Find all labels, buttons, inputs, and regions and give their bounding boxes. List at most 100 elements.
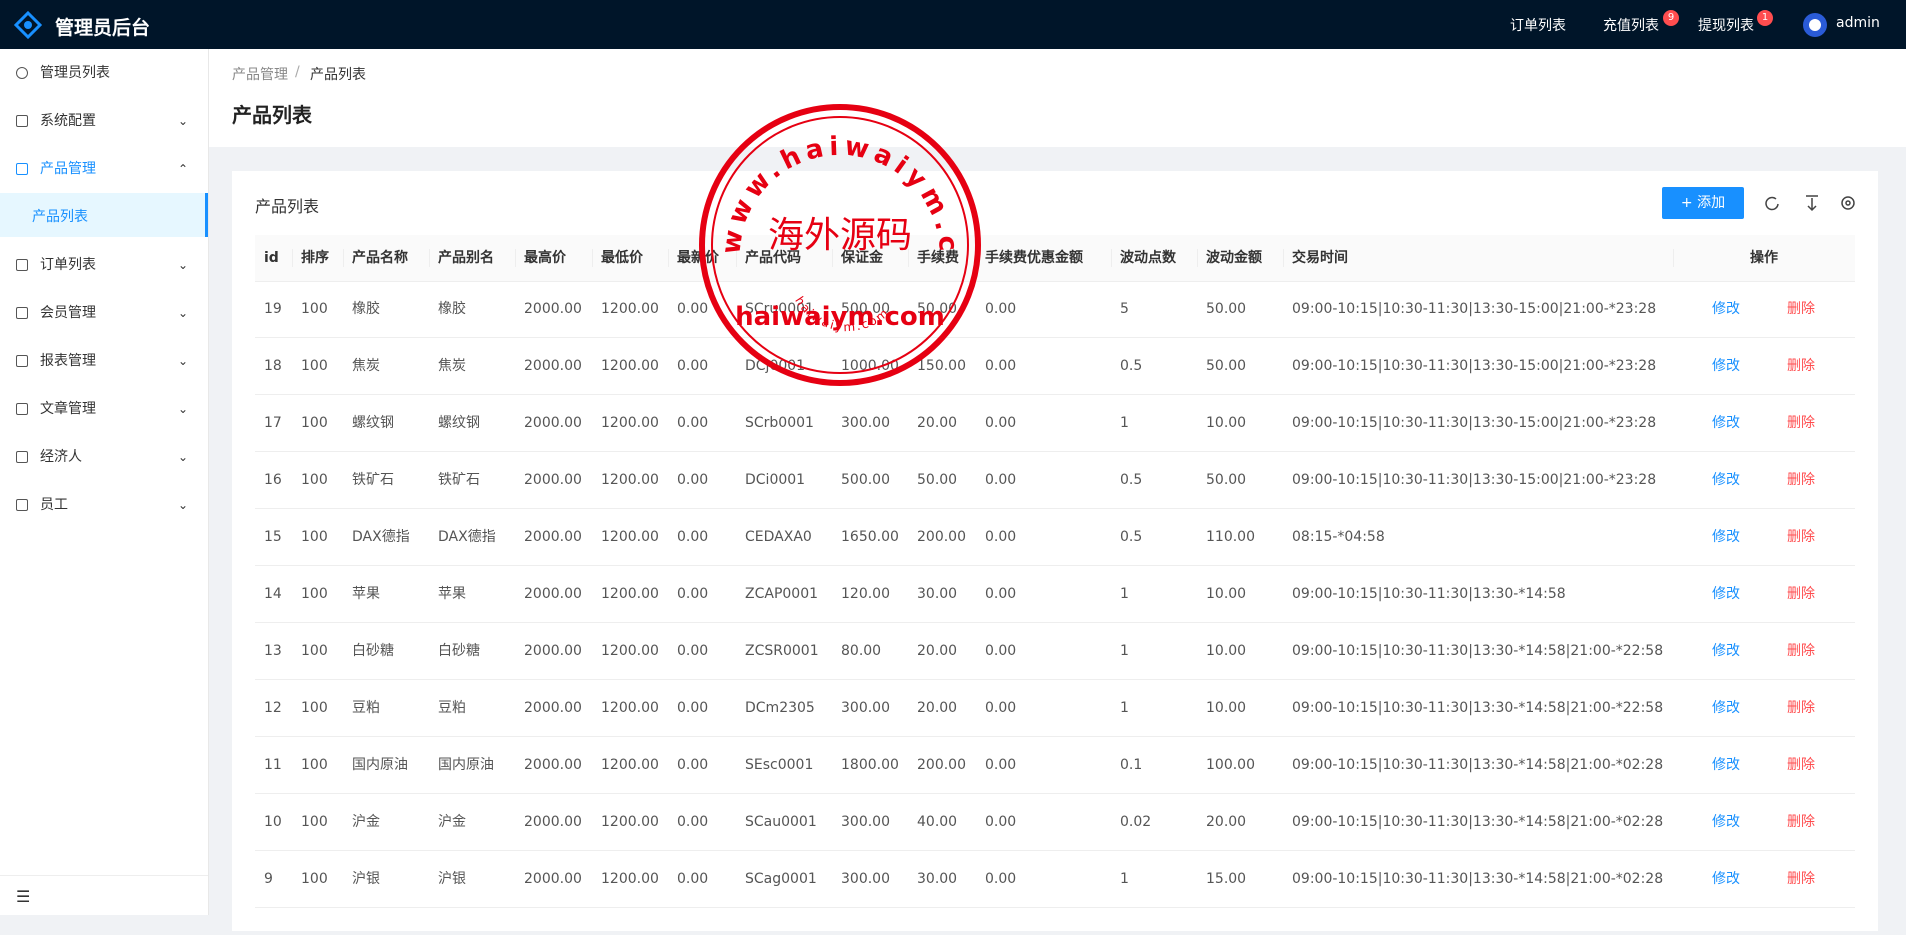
cell: 500.00 [841, 301, 890, 317]
menu-item[interactable]: 系统配置 [40, 113, 96, 129]
badge: 1 [1757, 10, 1773, 26]
menu-arrow: ⌄ [178, 258, 189, 272]
cell: 0.00 [985, 757, 1017, 773]
edit-link[interactable]: 修改 [1712, 871, 1740, 887]
delete-link[interactable]: 删除 [1787, 301, 1815, 317]
menu-item[interactable]: 文章管理 [40, 401, 96, 417]
submenu-item[interactable]: 产品列表 [32, 209, 88, 225]
delete-link[interactable]: 删除 [1787, 757, 1815, 773]
cell: 白砂糖 [438, 643, 480, 659]
header-separator [515, 249, 516, 267]
menu-arrow: ⌄ [178, 306, 189, 320]
delete-link[interactable]: 删除 [1787, 586, 1815, 602]
cell: 焦炭 [438, 358, 466, 374]
collapse-icon[interactable]: ☰ [16, 887, 31, 906]
menu-icon [16, 115, 28, 127]
sidebar: 管理员列表 系统配置 ⌄ 产品管理 ⌃ 产品列表 订单列表 ⌄ 会员管理 ⌄ 报表管理 ⌄ 文章管理 ⌄ 经… [0, 49, 209, 915]
menu-item[interactable]: 经济人 [40, 449, 82, 465]
table: id 排序 产品名称 产品别名 最高价 最低价 最新价 产品代码 保证金 手续费 手续费优惠金额 波动… [255, 235, 1855, 935]
nav-link[interactable]: 充值列表 [1603, 18, 1659, 34]
cell: 09:00-10:15|10:30-11:30|13:30-15:00|21:0… [1292, 358, 1657, 374]
add-button[interactable]: + 添加 [1662, 187, 1744, 219]
edit-link[interactable]: 修改 [1712, 529, 1740, 545]
cell: 80.00 [841, 643, 882, 659]
row-divider [255, 850, 1855, 851]
density-icon[interactable] [1806, 195, 1818, 212]
header-separator [1111, 249, 1112, 267]
cell: 0.00 [985, 586, 1017, 602]
edit-link[interactable]: 修改 [1712, 301, 1740, 317]
cell: 1200.00 [601, 358, 659, 374]
delete-link[interactable]: 删除 [1787, 871, 1815, 887]
edit-link[interactable]: 修改 [1712, 586, 1740, 602]
edit-link[interactable]: 修改 [1712, 358, 1740, 374]
nav-link[interactable]: 订单列表 [1510, 18, 1566, 34]
user-name[interactable]: admin [1836, 15, 1880, 31]
breadcrumb[interactable]: 产品管理 [232, 67, 288, 83]
menu-icon [16, 403, 28, 415]
delete-link[interactable]: 删除 [1787, 700, 1815, 716]
header-separator [1197, 249, 1198, 267]
delete-link[interactable]: 删除 [1787, 415, 1815, 431]
cell: 0.00 [677, 757, 709, 773]
cell: DAX德指 [438, 529, 496, 545]
edit-link[interactable]: 修改 [1712, 415, 1740, 431]
cell: 100 [301, 586, 328, 602]
cell: 1 [1120, 586, 1129, 602]
cell: 16 [264, 472, 282, 488]
cell: 0.00 [677, 700, 709, 716]
cell: 苹果 [438, 586, 466, 602]
delete-link[interactable]: 删除 [1787, 643, 1815, 659]
cell: 0.5 [1120, 358, 1143, 374]
card-title: 产品列表 [255, 197, 320, 216]
cell: 橡胶 [352, 301, 380, 317]
cell: 1200.00 [601, 814, 659, 830]
column-header: 波动点数 [1120, 250, 1176, 266]
menu-item[interactable]: 会员管理 [40, 305, 96, 321]
cell: SCru0001 [745, 301, 814, 317]
cell: 09:00-10:15|10:30-11:30|13:30-15:00|21:0… [1292, 301, 1657, 317]
edit-link[interactable]: 修改 [1712, 814, 1740, 830]
cell: 国内原油 [438, 757, 494, 773]
delete-link[interactable]: 删除 [1787, 472, 1815, 488]
cell: 2000.00 [524, 358, 582, 374]
cell: ZCSR0001 [745, 643, 819, 659]
cell: 20.00 [917, 700, 958, 716]
breadcrumb: 产品列表 [310, 67, 366, 83]
cell: 国内原油 [352, 757, 408, 773]
refresh-icon[interactable] [1765, 196, 1779, 211]
cell: 12 [264, 700, 282, 716]
row-divider [255, 565, 1855, 566]
column-header: 保证金 [841, 250, 883, 266]
cell: 1200.00 [601, 643, 659, 659]
settings-icon[interactable] [1841, 196, 1855, 210]
menu-item[interactable]: 报表管理 [40, 353, 96, 369]
cell: 10.00 [1206, 700, 1247, 716]
cell: 100 [301, 871, 328, 887]
cell: 螺纹钢 [438, 415, 480, 431]
badge: 9 [1663, 10, 1679, 26]
menu-item[interactable]: 产品管理 [40, 161, 96, 177]
add-label[interactable]: 添加 [1697, 195, 1726, 211]
edit-link[interactable]: 修改 [1712, 757, 1740, 773]
nav-link[interactable]: 提现列表 [1698, 18, 1754, 34]
cell: 2000.00 [524, 643, 582, 659]
menu-icon [16, 163, 28, 175]
delete-link[interactable]: 删除 [1787, 358, 1815, 374]
cell: 10.00 [1206, 643, 1247, 659]
cell: 1 [1120, 643, 1129, 659]
edit-link[interactable]: 修改 [1712, 643, 1740, 659]
delete-link[interactable]: 删除 [1787, 529, 1815, 545]
avatar[interactable] [1803, 13, 1827, 37]
edit-link[interactable]: 修改 [1712, 472, 1740, 488]
menu-item[interactable]: 管理员列表 [40, 65, 110, 81]
delete-link[interactable]: 删除 [1787, 814, 1815, 830]
menu-item[interactable]: 员工 [40, 497, 68, 513]
menu-item[interactable]: 订单列表 [40, 257, 96, 273]
cell: 100.00 [1206, 757, 1255, 773]
edit-link[interactable]: 修改 [1712, 700, 1740, 716]
cell: 1 [1120, 871, 1129, 887]
cell: 0.5 [1120, 472, 1143, 488]
row-divider [255, 622, 1855, 623]
header-separator [832, 249, 833, 267]
